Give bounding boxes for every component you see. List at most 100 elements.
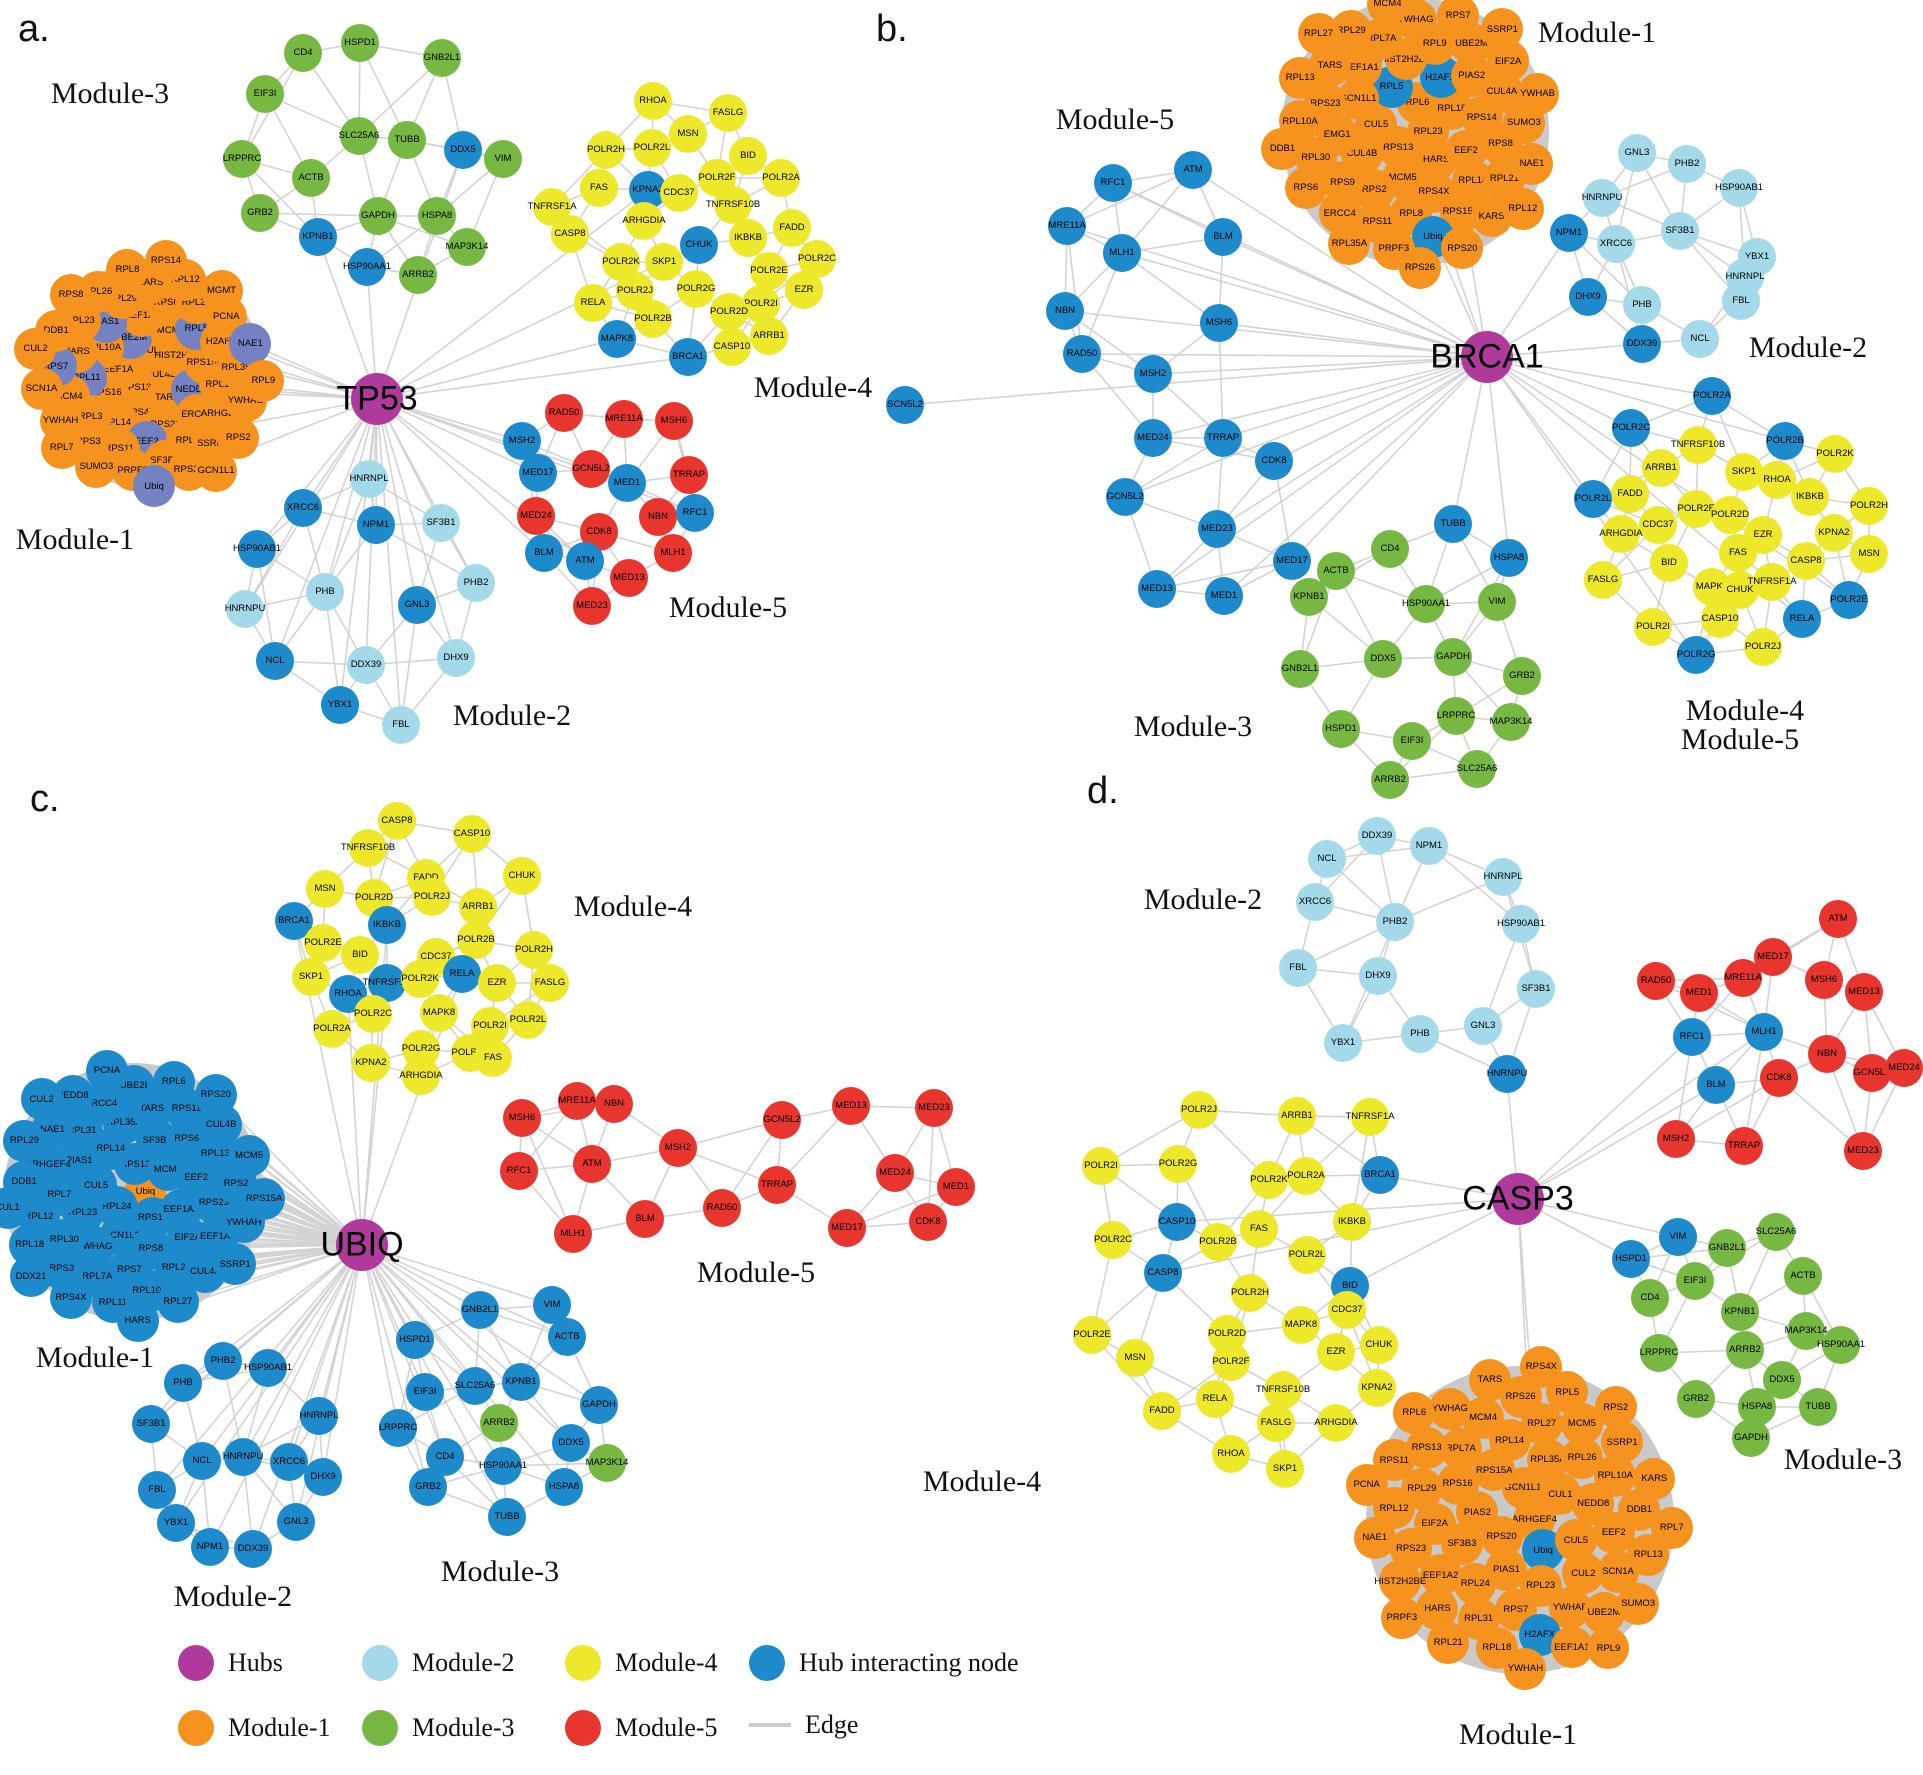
node-bid[interactable]: BID: [341, 936, 379, 974]
node-polr2b[interactable]: POLR2B: [634, 300, 672, 338]
node-grb2[interactable]: GRB2: [241, 194, 279, 232]
node-polr2c[interactable]: POLR2C: [354, 995, 392, 1033]
node-ikbkb[interactable]: IKBKB: [1333, 1203, 1371, 1241]
node-skp1[interactable]: SKP1: [292, 958, 330, 996]
node-polr2l[interactable]: POLR2L: [1288, 1236, 1326, 1274]
node-mre11a[interactable]: MRE11A: [605, 400, 643, 438]
node-fas[interactable]: FAS: [474, 1039, 512, 1077]
node-polr2i[interactable]: POLR2I: [742, 285, 780, 323]
node-med1[interactable]: MED1: [608, 464, 646, 502]
node-polr2h[interactable]: POLR2H: [1231, 1274, 1269, 1312]
node-arhgdia[interactable]: ARHGDIA: [622, 202, 666, 240]
node-ddx5[interactable]: DDX5: [1364, 640, 1402, 678]
node-polr2i[interactable]: POLR2I: [1082, 1147, 1120, 1185]
node-med23[interactable]: MED23: [573, 587, 611, 625]
node-ybx1[interactable]: YBX1: [321, 686, 359, 724]
node-msn[interactable]: MSN: [669, 115, 707, 153]
node-ncl[interactable]: NCL: [1681, 320, 1719, 358]
hub-node-ubiq[interactable]: [336, 1219, 388, 1271]
node-polr2e[interactable]: POLR2E: [1073, 1316, 1111, 1354]
node-faslg[interactable]: FASLG: [709, 94, 747, 132]
node-hnrnpu[interactable]: HNRNPU: [1582, 179, 1622, 217]
node-cdk8[interactable]: CDK8: [1760, 1059, 1798, 1097]
node-ncl[interactable]: NCL: [256, 642, 294, 680]
node-arhgdia[interactable]: ARHGDIA: [399, 1057, 443, 1095]
node-med24[interactable]: MED24: [1885, 1049, 1923, 1087]
node-eif3i[interactable]: EIF3I: [1676, 1262, 1714, 1300]
node-blm[interactable]: BLM: [1204, 218, 1242, 256]
node-gapdh[interactable]: GAPDH: [359, 197, 397, 235]
node-atm[interactable]: ATM: [566, 542, 604, 580]
node-polr2a[interactable]: POLR2A: [313, 1010, 351, 1048]
node-cd4[interactable]: CD4: [1371, 530, 1409, 568]
node-hist2h2be[interactable]: HIST2H2BE: [1374, 1560, 1426, 1603]
node-phb2[interactable]: PHB2: [1376, 903, 1414, 941]
node-phb[interactable]: PHB: [1401, 1015, 1439, 1053]
node-kpnb1[interactable]: KPNB1: [299, 218, 337, 256]
node-hars[interactable]: HARS: [116, 1299, 159, 1342]
node-msh6[interactable]: MSH6: [1805, 961, 1843, 999]
node-tnfrsf10b[interactable]: TNFRSF10B: [1256, 1371, 1310, 1409]
node-hnrnpl[interactable]: HNRNPL: [299, 1397, 339, 1435]
node-chuk[interactable]: CHUK: [1360, 1326, 1398, 1364]
node-gnb2l1[interactable]: GNB2L1: [461, 1291, 499, 1329]
node-hsp90aa1[interactable]: HSP90AA1: [1817, 1326, 1865, 1364]
node-rpl6[interactable]: RPL6: [1393, 1391, 1436, 1434]
node-gcn5l2[interactable]: GCN5L2: [1853, 1054, 1891, 1092]
node-gnb2l1[interactable]: GNB2L1: [423, 39, 461, 77]
node-tnfrsf10b[interactable]: TNFRSF10B: [706, 186, 760, 224]
node-ddx5[interactable]: DDX5: [444, 131, 482, 169]
node-rfc1[interactable]: RFC1: [500, 1152, 538, 1190]
node-gnb2l1[interactable]: GNB2L1: [1281, 650, 1319, 688]
node-cd4[interactable]: CD4: [284, 34, 322, 72]
node-faslg[interactable]: FASLG: [1257, 1404, 1295, 1442]
node-brca1[interactable]: BRCA1: [669, 338, 707, 376]
node-polr2j[interactable]: POLR2J: [413, 878, 451, 916]
node-faslg[interactable]: FASLG: [531, 964, 569, 1002]
node-polr2b[interactable]: POLR2B: [1199, 1223, 1237, 1261]
node-gapdh[interactable]: GAPDH: [580, 1386, 618, 1424]
node-mlh1[interactable]: MLH1: [554, 1215, 592, 1253]
node-nbn[interactable]: NBN: [595, 1085, 633, 1123]
node-tubb[interactable]: TUBB: [488, 1498, 526, 1536]
node-kpnb1[interactable]: KPNB1: [1290, 578, 1328, 616]
node-bid[interactable]: BID: [729, 137, 767, 175]
node-cul2[interactable]: CUL2: [14, 327, 57, 370]
node-hsp90ab1[interactable]: HSP90AB1: [1715, 169, 1763, 207]
node-rpl10a[interactable]: RPL10A: [1279, 100, 1322, 143]
node-msh6[interactable]: MSH6: [503, 1099, 541, 1137]
node-med13[interactable]: MED13: [610, 559, 648, 597]
node-hspa8[interactable]: HSPA8: [545, 1468, 583, 1506]
node-npm1[interactable]: NPM1: [1550, 214, 1588, 252]
node-rps4x[interactable]: RPS4X: [49, 1276, 92, 1319]
node-fbl[interactable]: FBL: [1279, 949, 1317, 987]
node-gnl3[interactable]: GNL3: [277, 1503, 315, 1541]
node-casp8[interactable]: CASP8: [378, 802, 416, 840]
node-rps20[interactable]: RPS20: [194, 1073, 237, 1116]
node-med17[interactable]: MED17: [519, 454, 557, 492]
node-ddx39[interactable]: DDX39: [347, 646, 385, 684]
node-dhx9[interactable]: DHX9: [1359, 957, 1397, 995]
node-hnrnpu[interactable]: HNRNPU: [225, 590, 265, 628]
node-cul1[interactable]: CUL1: [0, 1186, 29, 1229]
node-hsp90aa1[interactable]: HSP90AA1: [479, 1447, 527, 1485]
node-msn[interactable]: MSN: [1850, 535, 1888, 573]
node-rpl9[interactable]: RPL9: [1587, 1627, 1630, 1670]
node-tars[interactable]: TARS: [1468, 1358, 1511, 1401]
node-ncl[interactable]: NCL: [1308, 840, 1346, 878]
node-polr2j[interactable]: POLR2J: [1180, 1091, 1218, 1129]
node-hspd1[interactable]: HSPD1: [1612, 1240, 1650, 1278]
node-ikbkb[interactable]: IKBKB: [729, 219, 767, 257]
node-ssrp1[interactable]: SSRP1: [1481, 8, 1524, 51]
node-cdc37[interactable]: CDC37: [660, 174, 698, 212]
node-fbl[interactable]: FBL: [1722, 282, 1760, 320]
node-rps2[interactable]: RPS2: [217, 416, 260, 459]
node-arrb2[interactable]: ARRB2: [399, 256, 437, 294]
node-med23[interactable]: MED23: [915, 1089, 953, 1127]
node-arrb1[interactable]: ARRB1: [1642, 449, 1680, 487]
node-msh6[interactable]: MSH6: [655, 402, 693, 440]
node-hnrnpu[interactable]: HNRNPU: [223, 1438, 263, 1476]
node-phb2[interactable]: PHB2: [457, 564, 495, 602]
node-rps8[interactable]: RPS8: [50, 273, 93, 316]
node-actb[interactable]: ACTB: [1784, 1257, 1822, 1295]
